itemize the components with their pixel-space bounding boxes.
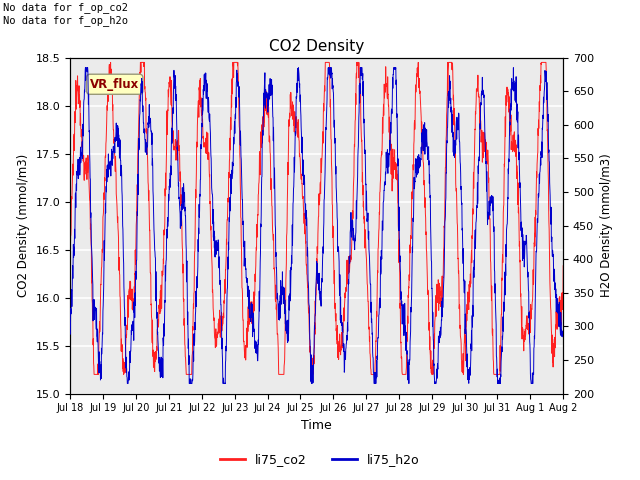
Y-axis label: H2O Density (mmol/m3): H2O Density (mmol/m3) — [600, 154, 612, 298]
X-axis label: Time: Time — [301, 419, 332, 432]
Title: CO2 Density: CO2 Density — [269, 39, 364, 54]
Legend: li75_co2, li75_h2o: li75_co2, li75_h2o — [215, 448, 425, 471]
Text: No data for f_op_co2
No data for f_op_h2o: No data for f_op_co2 No data for f_op_h2… — [3, 2, 128, 26]
Y-axis label: CO2 Density (mmol/m3): CO2 Density (mmol/m3) — [17, 154, 30, 297]
Text: VR_flux: VR_flux — [90, 78, 140, 91]
